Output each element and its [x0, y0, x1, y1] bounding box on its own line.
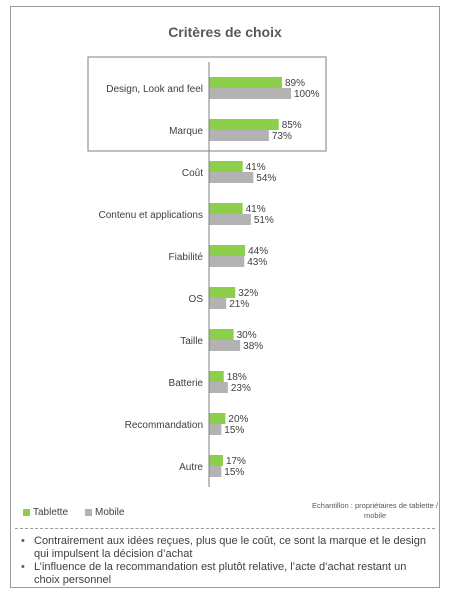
- category-label: Coût: [182, 168, 203, 179]
- bar-tablette-4: [209, 203, 243, 214]
- data-label-tablette: 18%: [227, 372, 247, 383]
- bar-mobile-7: [209, 340, 241, 351]
- legend-tablette-swatch: [23, 509, 30, 516]
- chart-frame: Critères de choix Design, Look and feel 8…: [10, 6, 440, 588]
- chart-title: Critères de choix: [168, 24, 282, 40]
- bar-tablette-10: [209, 455, 223, 466]
- sample-note: Echantillon : propriétaires de tablette …: [312, 501, 438, 520]
- data-label-tablette: 89%: [285, 78, 305, 89]
- legend-tablette-label: Tablette: [33, 507, 69, 518]
- category-label: Autre: [179, 462, 203, 473]
- data-label-mobile: 15%: [224, 467, 244, 478]
- data-label-mobile: 73%: [272, 131, 292, 142]
- data-label-tablette: 17%: [226, 456, 246, 467]
- data-label-mobile: 54%: [256, 173, 276, 184]
- data-label-tablette: 85%: [282, 120, 302, 131]
- bar-mobile-10: [209, 466, 222, 477]
- bar-mobile-8: [209, 382, 228, 393]
- divider: [15, 528, 435, 529]
- data-label-mobile: 23%: [231, 383, 251, 394]
- data-label-tablette: 41%: [246, 204, 266, 215]
- category-label: Taille: [180, 336, 203, 347]
- legend-tablette: Tablette: [23, 507, 68, 518]
- data-label-tablette: 30%: [237, 330, 257, 341]
- bar-tablette-6: [209, 287, 236, 298]
- bar-chart: Design, Look and feel 89%100% Marque 85%73%…: [87, 56, 327, 487]
- data-label-mobile: 15%: [224, 425, 244, 436]
- bar-mobile-4: [209, 214, 251, 225]
- bar-tablette-7: [209, 329, 234, 340]
- category-label: Marque: [169, 126, 203, 137]
- data-label-mobile: 21%: [229, 299, 249, 310]
- bar-mobile-6: [209, 298, 227, 309]
- bar-tablette-8: [209, 371, 224, 382]
- bar-mobile-9: [209, 424, 222, 435]
- bar-mobile-2: [209, 130, 269, 141]
- data-label-tablette: 20%: [228, 414, 248, 425]
- data-label-tablette: 32%: [238, 288, 258, 299]
- data-label-mobile: 100%: [294, 89, 320, 100]
- bar-tablette-3: [209, 161, 243, 172]
- category-label: Batterie: [169, 378, 204, 389]
- category-label: OS: [189, 294, 204, 305]
- data-label-tablette: 41%: [246, 162, 266, 173]
- note-item: Contrairement aux idées reçues, plus que…: [21, 535, 431, 560]
- legend-mobile-swatch: [85, 509, 92, 516]
- data-label-mobile: 43%: [247, 257, 267, 268]
- category-label: Contenu et applications: [98, 210, 203, 221]
- data-label-tablette: 44%: [248, 246, 268, 257]
- bar-mobile-5: [209, 256, 245, 267]
- notes-list: Contrairement aux idées reçues, plus que…: [21, 535, 431, 587]
- legend-mobile-label: Mobile: [95, 507, 125, 518]
- data-label-mobile: 38%: [243, 341, 263, 352]
- note-item: L’influence de la recommandation est plu…: [21, 561, 431, 586]
- category-label: Fiabilité: [169, 252, 204, 263]
- category-label: Recommandation: [125, 420, 203, 431]
- category-label: Design, Look and feel: [106, 84, 203, 95]
- bar-tablette-5: [209, 245, 246, 256]
- highlight-box: [87, 56, 327, 152]
- bar-tablette-2: [209, 119, 279, 130]
- data-label-mobile: 51%: [254, 215, 274, 226]
- bar-mobile-3: [209, 172, 254, 183]
- bar-mobile-1: [209, 88, 291, 99]
- legend-mobile: Mobile: [85, 507, 124, 518]
- bar-tablette-1: [209, 77, 282, 88]
- bar-tablette-9: [209, 413, 226, 424]
